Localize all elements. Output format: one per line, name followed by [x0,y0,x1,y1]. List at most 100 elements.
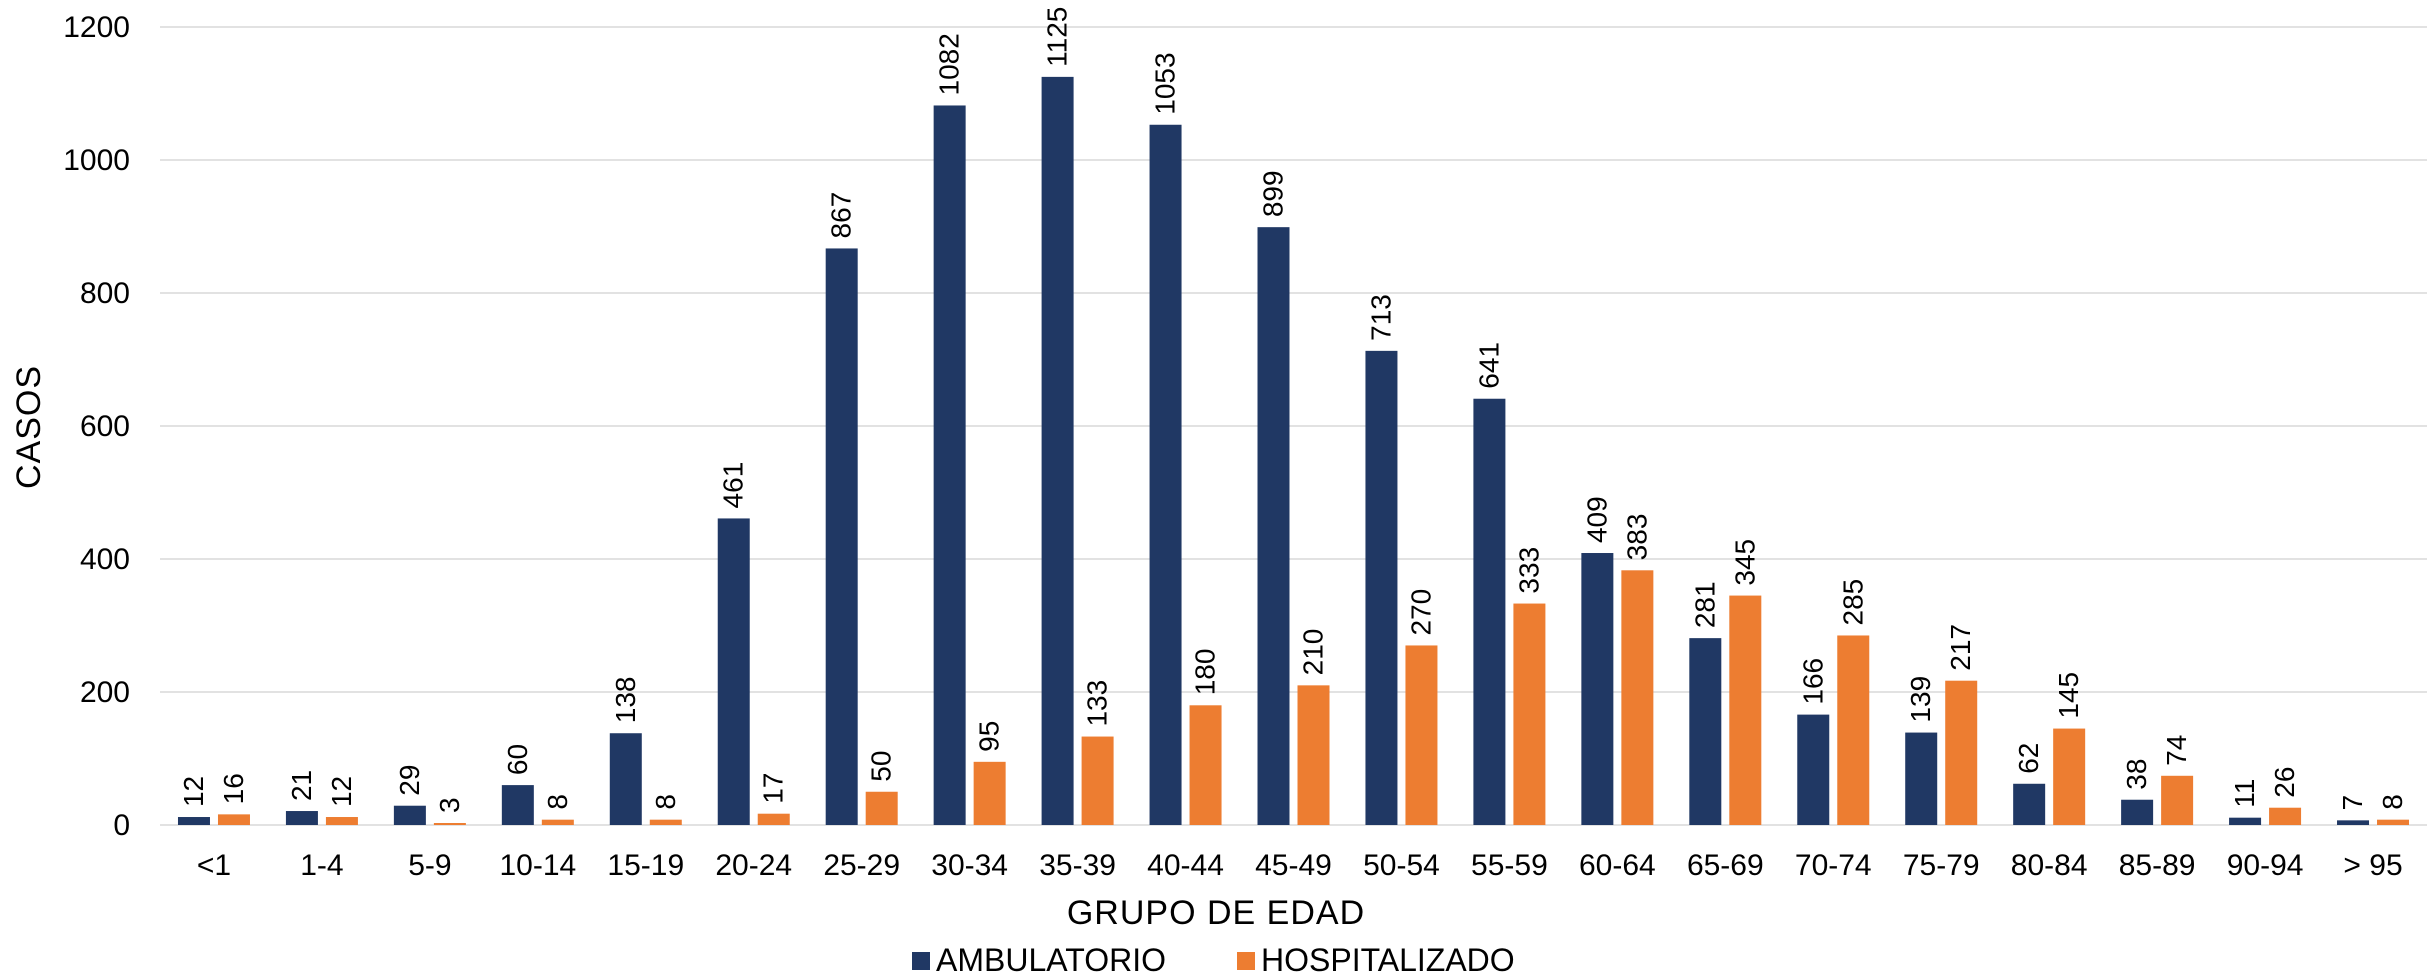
bar-ambulatorio [1041,76,1074,825]
x-tick-label: 75-79 [1903,849,1980,882]
data-labels: 12 16 21 12 29 3 60 8 138 8 461 17 867 50 1082 95 1125 13… [178,7,2408,813]
y-tick-label: 800 [80,277,130,310]
x-tick-label: 15-19 [607,849,684,882]
data-label: 7 [2337,795,2368,811]
bar-hospitalizado [757,813,790,825]
y-tick-label: 600 [80,410,130,443]
x-tick-label: > 95 [2343,849,2402,882]
bar-ambulatorio [825,248,858,825]
data-label: 60 [502,744,533,775]
bar-hospitalizado [1837,635,1870,825]
y-tick-label: 1000 [63,144,130,177]
gridlines [160,26,2427,826]
bar-hospitalizado [1513,603,1546,825]
bar-hospitalizado [2377,819,2410,825]
x-tick-label: 35-39 [1039,849,1116,882]
data-label: 166 [1797,658,1828,705]
y-tick-label: 200 [80,676,130,709]
data-label: 12 [178,776,209,807]
data-label: 50 [866,751,897,782]
legend-label-ambulatorio: AMBULATORIO [936,942,1166,975]
bar-ambulatorio [1797,714,1830,825]
bar-ambulatorio [1581,553,1614,825]
bar-ambulatorio [717,518,750,825]
data-label: 180 [1190,649,1221,696]
data-label: 1125 [1042,7,1073,67]
bar-hospitalizado [865,791,898,825]
data-label: 1082 [934,33,965,95]
bar-ambulatorio [1473,398,1506,825]
bar-ambulatorio [2229,817,2262,825]
bar-hospitalizado [973,761,1006,825]
data-label: 1053 [1150,52,1181,114]
bar-hospitalizado [1297,685,1330,825]
bar-ambulatorio [609,733,642,825]
x-tick-label: 20-24 [715,849,792,882]
data-label: 217 [1945,624,1976,671]
bar-ambulatorio [2121,799,2154,825]
bar-hospitalizado [1189,705,1222,825]
bar-ambulatorio [933,105,966,826]
x-tick-label: 1-4 [300,849,343,882]
x-tick-label: 50-54 [1363,849,1440,882]
legend: AMBULATORIO HOSPITALIZADO [912,942,1515,975]
y-axis-title: CASOS [10,365,48,489]
legend-label-hospitalizado: HOSPITALIZADO [1261,942,1515,975]
legend-swatch-ambulatorio [912,952,930,970]
data-label: 74 [2161,735,2192,766]
x-tick-label: 5-9 [408,849,451,882]
data-label: 210 [1298,629,1329,676]
bar-ambulatorio [501,785,534,825]
bar-hospitalizado [2269,807,2302,825]
bar-ambulatorio [1689,638,1722,825]
y-tick-label: 1200 [63,11,130,44]
data-label: 38 [2121,759,2152,790]
data-label: 3 [434,797,465,813]
data-label: 21 [286,770,317,801]
x-tick-label: 45-49 [1255,849,1332,882]
data-label: 345 [1729,539,1760,586]
data-label: 333 [1513,547,1544,594]
bars [177,76,2410,826]
data-label: 11 [2229,779,2260,808]
bar-hospitalizado [433,823,466,825]
bar-ambulatorio [177,817,210,825]
bar-hospitalizado [2161,775,2194,825]
x-tick-label: 65-69 [1687,849,1764,882]
data-label: 26 [2269,767,2300,798]
bar-hospitalizado [1405,645,1438,825]
x-tick-label: 90-94 [2227,849,2304,882]
data-label: 12 [326,776,357,807]
data-label: 139 [1905,676,1936,723]
bar-hospitalizado [2053,728,2086,825]
data-label: 899 [1258,170,1289,217]
data-label: 62 [2013,743,2044,774]
data-label: 281 [1689,581,1720,628]
data-label: 138 [610,677,641,724]
data-label: 641 [1473,342,1504,389]
x-tick-label: 70-74 [1795,849,1872,882]
y-axis-ticks: 0 200 400 600 800 1000 1200 [63,11,130,842]
bar-hospitalizado [541,819,574,825]
bar-hospitalizado [325,817,358,825]
bar-ambulatorio [2337,820,2370,825]
data-label: 8 [650,794,681,810]
bar-ambulatorio [1365,350,1398,825]
bar-hospitalizado [1945,680,1978,825]
data-label: 8 [2377,794,2408,810]
x-tick-label: 40-44 [1147,849,1224,882]
x-tick-label: 80-84 [2011,849,2088,882]
x-tick-label: 60-64 [1579,849,1656,882]
x-tick-label: 25-29 [823,849,900,882]
x-tick-label: <1 [197,849,231,882]
data-label: 95 [974,721,1005,752]
data-label: 285 [1837,579,1868,626]
data-label: 461 [718,462,749,509]
data-label: 383 [1621,514,1652,561]
data-label: 713 [1365,294,1396,341]
data-label: 17 [758,773,789,804]
x-axis-title: GRUPO DE EDAD [1067,894,1365,932]
x-axis-ticks: <1 1-4 5-9 10-14 15-19 20-24 25-29 30-34 35-39 40… [197,849,2403,882]
bar-ambulatorio [1257,227,1290,826]
